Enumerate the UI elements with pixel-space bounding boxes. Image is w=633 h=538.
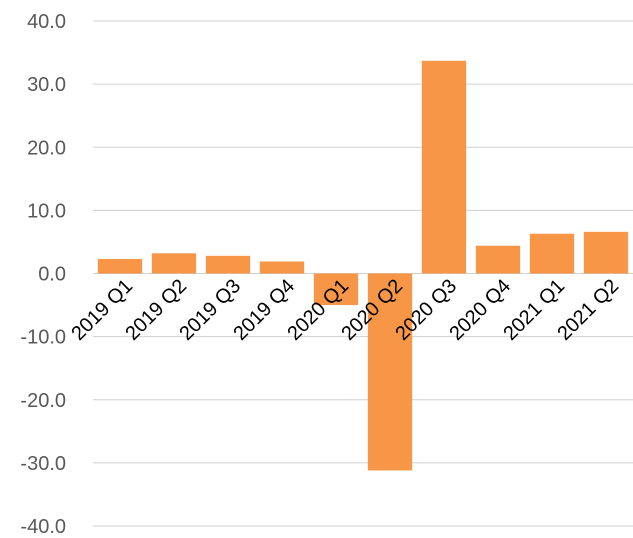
bar [421,60,467,274]
y-tick-label: 40.0 [27,11,66,33]
bar [475,245,521,274]
y-tick-label: -30.0 [20,453,66,475]
y-tick-label: -20.0 [20,390,66,412]
y-tick-label: 0.0 [38,264,66,286]
bar [97,258,143,274]
y-tick-label: 30.0 [27,74,66,96]
y-tick-label: -10.0 [20,327,66,349]
bar [259,261,305,274]
bar [529,233,575,274]
y-tick-label: 10.0 [27,200,66,222]
bar [313,273,359,306]
bar [205,255,251,274]
y-axis-tick-labels: 40.0 30.0 20.0 10.0 0.0 -10.0 -20.0 -30.0 -40.0 [20,11,66,538]
bars [97,60,629,471]
y-tick-label: 20.0 [27,137,66,159]
y-tick-label: -40.0 [20,516,66,538]
bar [151,253,197,274]
bar [583,231,629,274]
bar [367,273,413,471]
